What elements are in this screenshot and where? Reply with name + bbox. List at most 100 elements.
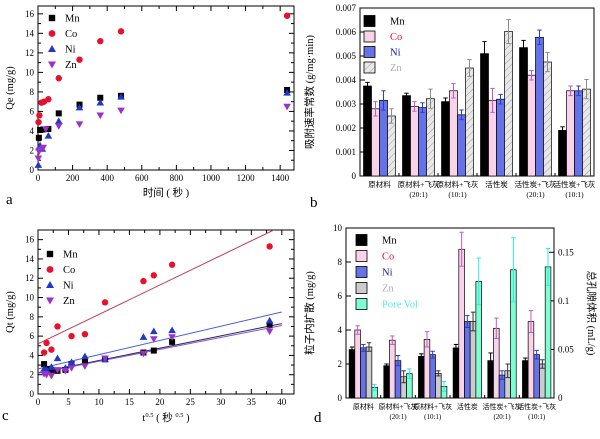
svg-text:(10:1): (10:1) [448, 190, 467, 199]
scatter-chart-qe-vs-time: 0 200 400 600 800 1000 1200 1400 0 2 4 6 8 10 12 14 16 时间… [5, 5, 295, 199]
svg-text:0: 0 [36, 397, 41, 407]
svg-text:Mn: Mn [382, 236, 397, 247]
panel-label-b: b [310, 195, 318, 211]
svg-text:6: 6 [30, 331, 35, 341]
svg-text:0: 0 [30, 165, 35, 175]
svg-text:15: 15 [125, 397, 135, 407]
svg-text:600: 600 [135, 173, 149, 183]
svg-text:Pore Vol: Pore Vol [382, 300, 418, 311]
svg-text:0.05: 0.05 [558, 344, 574, 354]
svg-text:10: 10 [94, 397, 104, 407]
svg-text:2: 2 [30, 370, 35, 380]
svg-text:活性炭: 活性炭 [457, 402, 478, 411]
svg-text:吸附速率常数 (g/mg·min): 吸附速率常数 (g/mg·min) [303, 34, 316, 149]
svg-text:(20:1): (20:1) [493, 413, 511, 421]
svg-text:4: 4 [338, 325, 343, 335]
svg-text:0.15: 0.15 [558, 247, 574, 257]
svg-text:10: 10 [333, 223, 343, 233]
svg-text:活性炭+飞灰: 活性炭+飞灰 [483, 402, 522, 411]
svg-text:Mn: Mn [65, 14, 80, 25]
svg-text:25: 25 [186, 397, 196, 407]
svg-text:0: 0 [36, 173, 41, 183]
svg-text:0.002: 0.002 [336, 123, 356, 133]
svg-text:Zn: Zn [65, 60, 77, 71]
svg-text:原材料: 原材料 [353, 402, 374, 411]
svg-text:0.004: 0.004 [336, 75, 357, 85]
svg-text:Ni: Ni [65, 45, 76, 56]
svg-text:0: 0 [352, 171, 357, 181]
svg-text:1000: 1000 [202, 173, 221, 183]
svg-text:Mn: Mn [63, 250, 78, 261]
panel-label-d: d [314, 410, 322, 426]
svg-text:时间 ( 秒 ): 时间 ( 秒 ) [143, 186, 190, 199]
svg-text:Qe (mg/g): Qe (mg/g) [5, 66, 16, 110]
svg-text:(10:1): (10:1) [528, 413, 546, 421]
svg-text:30: 30 [216, 397, 226, 407]
svg-text:0: 0 [558, 393, 563, 403]
svg-text:0.1: 0.1 [558, 296, 569, 306]
svg-text:原材料+飞灰: 原材料+飞灰 [398, 179, 440, 189]
svg-text:800: 800 [170, 173, 184, 183]
svg-text:0.006: 0.006 [336, 27, 357, 37]
svg-text:12: 12 [25, 273, 34, 283]
svg-text:原材料+飞灰: 原材料+飞灰 [379, 402, 418, 411]
svg-text:粒子内扩散 (mg/g): 粒子内扩散 (mg/g) [303, 271, 316, 355]
svg-text:8: 8 [30, 312, 35, 322]
svg-text:200: 200 [66, 173, 80, 183]
svg-text:Co: Co [65, 29, 77, 40]
svg-text:活性炭: 活性炭 [485, 179, 508, 189]
panel-b: 0 0.001 0.002 0.003 0.004 0.005 0.006 0.007 原材料原… [300, 0, 600, 220]
svg-text:Ni: Ni [63, 281, 74, 292]
svg-text:10: 10 [25, 67, 35, 77]
svg-text:(20:1): (20:1) [526, 190, 545, 199]
svg-text:Co: Co [390, 32, 402, 43]
svg-text:4: 4 [30, 126, 35, 136]
svg-text:35: 35 [247, 397, 257, 407]
svg-text:16: 16 [25, 235, 35, 245]
svg-text:2: 2 [30, 145, 35, 155]
svg-text:0: 0 [338, 393, 343, 403]
panel-d: 0 2 4 6 8 10 0 0.05 0.1 0.15 原材料 原材料+飞灰 (20:1) 原材料+飞灰… [300, 220, 600, 439]
panel-c: 0 5 10 15 20 25 30 35 40 0 2 4 6 8 10 12 14 16 t0.5 ( 秒 0.… [0, 220, 300, 439]
svg-text:Zn: Zn [390, 63, 402, 74]
svg-text:原材料+飞灰: 原材料+飞灰 [413, 402, 452, 411]
svg-text:0.005: 0.005 [336, 51, 357, 61]
svg-text:0.001: 0.001 [336, 147, 356, 157]
svg-text:t0.5 ( 秒 0.5 ): t0.5 ( 秒 0.5 ) [142, 411, 190, 424]
svg-text:Ni: Ni [390, 48, 401, 59]
svg-text:8: 8 [30, 87, 35, 97]
svg-text:(20:1): (20:1) [409, 190, 428, 199]
svg-text:0.003: 0.003 [336, 99, 357, 109]
svg-text:原材料+飞灰: 原材料+飞灰 [437, 179, 479, 189]
svg-text:Qt (mg/g): Qt (mg/g) [5, 291, 16, 333]
svg-text:12: 12 [25, 48, 34, 58]
svg-text:5: 5 [66, 397, 71, 407]
svg-text:10: 10 [25, 293, 35, 303]
svg-text:1200: 1200 [237, 173, 256, 183]
svg-text:Co: Co [382, 252, 394, 263]
svg-text:8: 8 [338, 257, 343, 267]
svg-text:(10:1): (10:1) [424, 413, 442, 421]
panel-label-a: a [6, 192, 13, 208]
svg-text:2: 2 [338, 359, 343, 369]
svg-text:活性炭+飞灰: 活性炭+飞灰 [554, 179, 596, 189]
svg-text:14: 14 [25, 254, 35, 264]
svg-text:6: 6 [338, 291, 343, 301]
svg-text:14: 14 [25, 28, 35, 38]
svg-text:40: 40 [277, 397, 287, 407]
svg-text:(10:1): (10:1) [565, 190, 584, 199]
svg-text:(20:1): (20:1) [389, 413, 407, 421]
svg-text:Co: Co [63, 265, 75, 276]
scatter-chart-qt-vs-sqrt-time: 0 5 10 15 20 25 30 35 40 0 2 4 6 8 10 12 14 16 t0.5 ( 秒 0.… [5, 229, 295, 424]
svg-text:原材料: 原材料 [368, 179, 391, 189]
svg-text:0.007: 0.007 [336, 3, 357, 13]
svg-text:6: 6 [30, 106, 35, 116]
svg-text:16: 16 [25, 9, 35, 19]
svg-text:总孔隙体积 (mL/g): 总孔隙体积 (mL/g) [585, 271, 598, 356]
panel-a: 0 200 400 600 800 1000 1200 1400 0 2 4 6 8 10 12 14 16 时间… [0, 0, 300, 220]
svg-text:Zn: Zn [382, 284, 394, 295]
svg-text:1400: 1400 [271, 173, 290, 183]
panel-label-c: c [2, 408, 9, 424]
